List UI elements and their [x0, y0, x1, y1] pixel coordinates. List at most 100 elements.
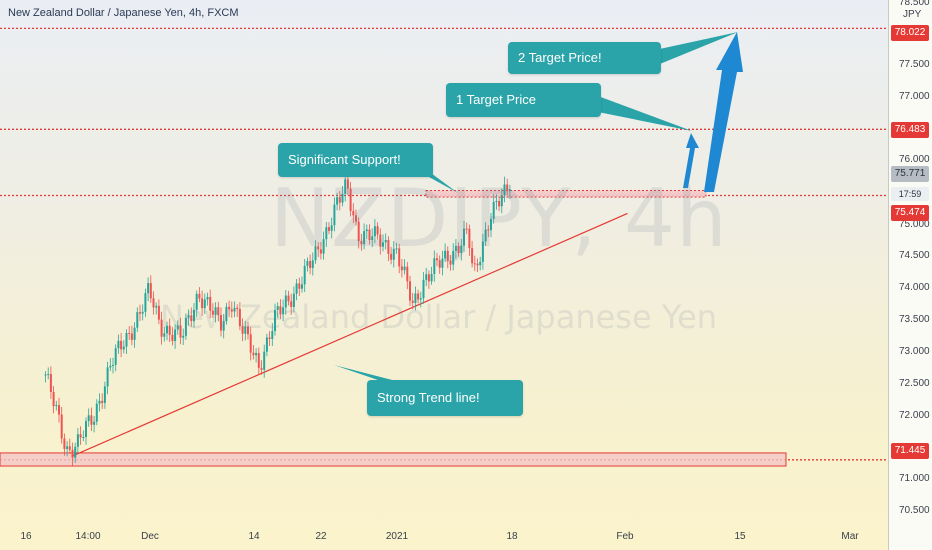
- candle-body: [157, 305, 160, 320]
- candle-body: [74, 446, 77, 458]
- candle-body: [98, 400, 101, 404]
- candle-body: [114, 348, 117, 365]
- candle-body: [360, 241, 363, 245]
- candle-body: [382, 242, 384, 247]
- level-badge-76483: 76.483: [891, 122, 929, 138]
- candle-body: [422, 279, 425, 299]
- candle-body: [268, 337, 271, 339]
- candle-body: [441, 258, 444, 268]
- price-tick: 73.500: [899, 314, 930, 325]
- candle-body: [395, 248, 398, 250]
- candle-body: [179, 325, 182, 338]
- candle-body: [139, 312, 141, 314]
- level-badge-71445: 71.445: [891, 443, 929, 459]
- candle-body: [471, 248, 474, 264]
- price-tick: 73.000: [899, 346, 930, 357]
- candle-body: [309, 261, 312, 268]
- candle-body: [152, 298, 155, 308]
- candle-body: [492, 201, 495, 219]
- candle-body: [220, 315, 222, 331]
- price-tick: 74.000: [899, 282, 930, 293]
- candle-body: [460, 245, 463, 253]
- trend-line: [71, 212, 628, 457]
- time-tick: 2021: [385, 531, 409, 542]
- candle-body: [190, 315, 193, 322]
- candle-body: [49, 374, 52, 392]
- candle-body: [446, 250, 449, 261]
- price-tick: 71.000: [899, 473, 930, 484]
- candle-body: [292, 293, 295, 307]
- candle-body: [141, 311, 144, 314]
- candle-body: [166, 325, 168, 334]
- candle-body: [101, 400, 104, 403]
- candle-body: [508, 189, 511, 192]
- candle-body: [344, 179, 347, 194]
- candle-body: [322, 239, 325, 254]
- candle-body: [155, 305, 158, 308]
- candle-body: [263, 351, 266, 370]
- candle-body: [495, 201, 498, 203]
- price-tick: 72.500: [899, 378, 930, 389]
- candle-body: [436, 258, 438, 261]
- price-axis[interactable]: JPY: [888, 0, 932, 550]
- candle-body: [306, 261, 309, 266]
- candle-body: [85, 421, 87, 438]
- candle-body: [128, 333, 131, 335]
- candle-body: [68, 446, 71, 450]
- target-1-pointer: [598, 96, 692, 131]
- candle-body: [449, 260, 452, 265]
- support-callout[interactable]: Significant Support!: [278, 143, 433, 177]
- candle-body: [120, 340, 123, 350]
- candle-body: [346, 179, 349, 189]
- candle-body: [136, 312, 139, 328]
- candle-body: [417, 293, 420, 300]
- time-tick: 16: [20, 531, 32, 542]
- candle-body: [149, 283, 152, 299]
- candle-body: [79, 434, 82, 438]
- candle-body: [257, 352, 260, 368]
- candle-body: [93, 421, 96, 425]
- candle-body: [409, 281, 411, 301]
- candle-body: [411, 300, 414, 303]
- candle-body: [238, 309, 241, 327]
- target-1-callout[interactable]: 1 Target Price: [446, 83, 601, 117]
- candle-body: [357, 221, 360, 242]
- candle-body: [338, 197, 341, 203]
- candle-body: [452, 250, 455, 265]
- candle-body: [160, 319, 163, 337]
- candle-body: [252, 352, 255, 356]
- candle-body: [90, 415, 93, 425]
- candle-body: [214, 307, 217, 315]
- target-2-callout[interactable]: 2 Target Price!: [508, 42, 661, 74]
- trendline-callout[interactable]: Strong Trend line!: [367, 380, 523, 416]
- current-price-badge: 75.771: [891, 166, 929, 182]
- candle-body: [171, 334, 174, 342]
- time-tick: 22: [315, 531, 327, 542]
- candle-body: [468, 228, 471, 249]
- candle-body: [419, 298, 422, 300]
- candle-body: [479, 261, 482, 266]
- candle-body: [490, 218, 492, 231]
- candle-body: [222, 321, 225, 331]
- candle-body: [241, 326, 244, 334]
- candle-body: [433, 258, 436, 274]
- candle-body: [71, 449, 74, 458]
- bar-countdown-badge: 17:59: [891, 187, 929, 201]
- candle-body: [368, 229, 371, 241]
- trendline-pointer: [334, 365, 400, 382]
- candle-body: [206, 296, 209, 300]
- projection-arrow-2: [704, 32, 743, 192]
- candle-body: [125, 333, 128, 347]
- candle-body: [44, 374, 47, 376]
- candle-body: [233, 307, 236, 312]
- candle-body: [376, 226, 379, 235]
- candle-body: [279, 306, 282, 315]
- candle-body: [147, 283, 150, 294]
- candle-body: [438, 260, 441, 268]
- candle-body: [301, 284, 303, 289]
- candle-body: [244, 326, 247, 334]
- candle-body: [247, 326, 249, 335]
- candle-body: [333, 204, 336, 226]
